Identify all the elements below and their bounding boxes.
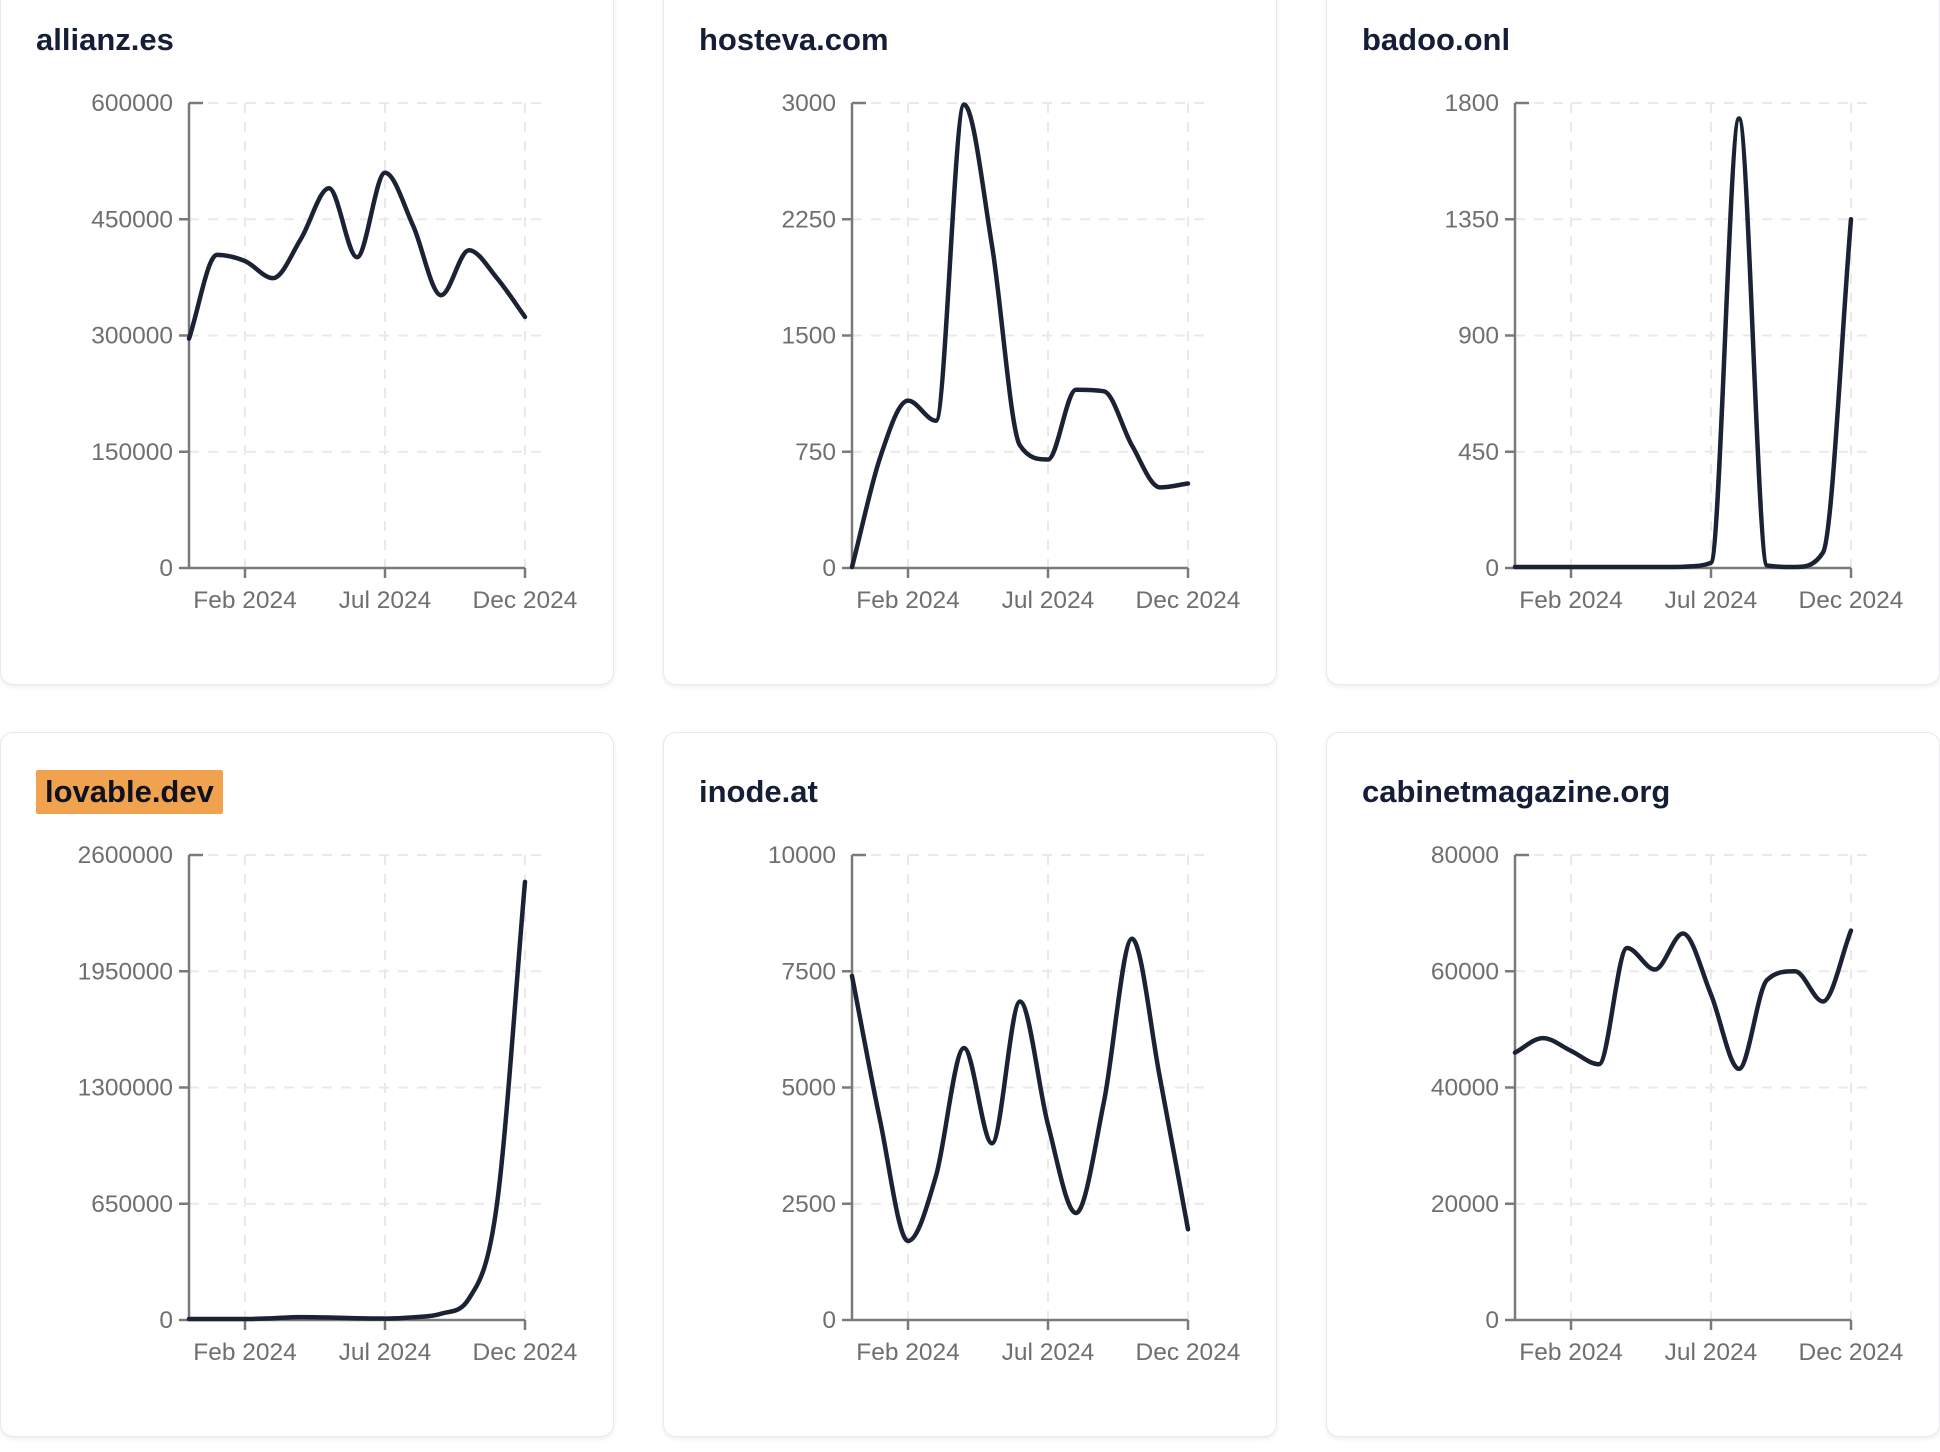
line-chart-canvas: 0 750 1500 2250 3000 Feb 2024 Jul 2024 Dec 2024: [781, 90, 1241, 614]
y-tick-label: 60000: [1431, 958, 1499, 985]
y-tick-label: 1800: [1444, 90, 1499, 117]
chart-card-lovable: lovable.dev 0 650000 1300000 1950000 2600000…: [0, 732, 614, 1437]
data-line: [1512, 116, 1854, 570]
x-tick-label: Dec 2024: [1136, 587, 1241, 614]
line-chart-canvas: 0 2500 5000 7500 10000 Feb 2024 Jul 2024 Dec 20…: [768, 842, 1241, 1366]
y-tick-label: 900: [1458, 323, 1499, 350]
x-tick-label: Dec 2024: [1136, 1339, 1241, 1366]
x-tick-label: Feb 2024: [856, 587, 960, 614]
y-tick-label: 0: [1485, 1307, 1499, 1334]
x-tick-label: Jul 2024: [1002, 1339, 1095, 1366]
data-line: [186, 170, 528, 341]
y-tick-label: 0: [822, 1307, 836, 1334]
y-tick-label: 20000: [1431, 1191, 1499, 1218]
y-tick-label: 450: [1458, 439, 1499, 466]
x-tick-label: Feb 2024: [1519, 587, 1623, 614]
x-tick-label: Feb 2024: [193, 1339, 297, 1366]
chart-card-inode: inode.at 0 2500 5000 7500 10000 Feb 2024 Jul 2…: [663, 732, 1277, 1437]
y-tick-label: 0: [1485, 555, 1499, 582]
x-tick-label: Dec 2024: [1799, 1339, 1904, 1366]
chart-card-cabinetmagazine: cabinetmagazine.org 0 20000 40000 60000 8000…: [1326, 732, 1940, 1437]
data-line: [849, 936, 1191, 1244]
x-tick-label: Dec 2024: [473, 1339, 578, 1366]
y-tick-label: 1350: [1444, 206, 1499, 233]
y-tick-label: 2500: [781, 1191, 836, 1218]
y-tick-label: 150000: [91, 439, 173, 466]
chart-title: inode.at: [699, 773, 818, 811]
chart-card-badoo: badoo.onl 0 450 900 1350 1800 Feb 2024 Jul 202…: [1326, 0, 1940, 685]
y-tick-label: 1300000: [78, 1075, 173, 1102]
chart-title: cabinetmagazine.org: [1362, 773, 1670, 811]
y-tick-label: 0: [159, 1307, 173, 1334]
chart-title: badoo.onl: [1362, 21, 1510, 59]
y-tick-label: 650000: [91, 1191, 173, 1218]
line-chart-canvas: 0 650000 1300000 1950000 2600000 Feb 2024 Jul …: [78, 842, 578, 1366]
y-tick-label: 2600000: [78, 842, 173, 869]
y-tick-label: 40000: [1431, 1075, 1499, 1102]
y-tick-label: 7500: [781, 958, 836, 985]
y-tick-label: 3000: [781, 90, 836, 117]
x-tick-label: Jul 2024: [1665, 587, 1758, 614]
x-tick-label: Feb 2024: [856, 1339, 960, 1366]
chart-title: allianz.es: [36, 21, 174, 59]
x-tick-label: Dec 2024: [473, 587, 578, 614]
chart-title-text: inode.at: [699, 774, 818, 809]
y-tick-label: 1500: [781, 323, 836, 350]
y-tick-label: 80000: [1431, 842, 1499, 869]
x-tick-label: Feb 2024: [1519, 1339, 1623, 1366]
x-tick-label: Jul 2024: [1665, 1339, 1758, 1366]
line-chart-canvas: 0 450 900 1350 1800 Feb 2024 Jul 2024 Dec 2024: [1444, 90, 1904, 614]
x-tick-label: Jul 2024: [339, 587, 432, 614]
chart-title: hosteva.com: [699, 21, 889, 59]
y-tick-label: 2250: [781, 206, 836, 233]
x-tick-label: Jul 2024: [339, 1339, 432, 1366]
chart-title-text: lovable.dev: [36, 770, 223, 814]
y-tick-label: 10000: [768, 842, 836, 869]
chart-title-text: hosteva.com: [699, 22, 889, 57]
y-tick-label: 0: [159, 555, 173, 582]
chart-title-text: badoo.onl: [1362, 22, 1511, 57]
y-tick-label: 750: [795, 439, 836, 466]
chart-title: lovable.dev: [36, 770, 223, 814]
y-tick-label: 1950000: [78, 958, 173, 985]
chart-title-text: allianz.es: [36, 22, 174, 57]
chart-card-allianz: allianz.es 0 150000 300000 450000 600000 Feb …: [0, 0, 614, 685]
chart-title-text: cabinetmagazine.org: [1362, 774, 1671, 809]
y-tick-label: 300000: [91, 323, 173, 350]
line-chart-canvas: 0 150000 300000 450000 600000 Feb 2024 Jul 202…: [91, 90, 578, 614]
y-tick-label: 5000: [781, 1075, 836, 1102]
y-tick-label: 0: [822, 555, 836, 582]
line-chart-canvas: 0 20000 40000 60000 80000 Feb 2024 Jul 2024 Dec…: [1431, 842, 1904, 1366]
x-tick-label: Jul 2024: [1002, 587, 1095, 614]
data-line: [849, 102, 1191, 570]
y-tick-label: 600000: [91, 90, 173, 117]
y-tick-label: 450000: [91, 206, 173, 233]
x-tick-label: Feb 2024: [193, 587, 297, 614]
data-line: [1512, 928, 1854, 1072]
x-tick-label: Dec 2024: [1799, 587, 1904, 614]
data-line: [186, 879, 528, 1322]
chart-card-hosteva: hosteva.com 0 750 1500 2250 3000 Feb 2024 Jul …: [663, 0, 1277, 685]
